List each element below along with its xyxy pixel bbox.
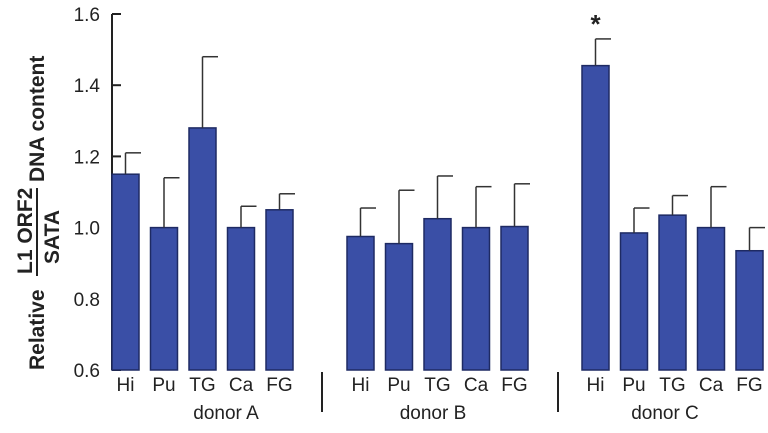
y-tick-label: 0.6 (74, 361, 100, 382)
bar (111, 173, 140, 371)
bar (696, 226, 726, 371)
category-label: TG (189, 375, 215, 396)
bar (149, 226, 179, 371)
category-label: Pu (387, 375, 410, 396)
bar (735, 249, 764, 371)
y-tick-label: 1.6 (74, 5, 100, 26)
bar (619, 232, 649, 371)
category-label: Ca (699, 375, 724, 396)
category-label: TG (659, 375, 685, 396)
y-axis-label-numerator: L1 ORF2 (14, 188, 37, 274)
y-axis-label-suffix: DNA content (26, 56, 49, 182)
y-tick-label: 0.8 (74, 290, 100, 311)
category-label: Hi (352, 375, 370, 396)
bar (265, 209, 294, 371)
category-label: FG (501, 375, 527, 396)
y-axis-label-prefix: Relative (26, 289, 49, 370)
category-label: Ca (229, 375, 254, 396)
category-label: Hi (117, 375, 135, 396)
y-tick-label: 1.4 (74, 76, 101, 97)
bar (500, 225, 529, 371)
bar (658, 214, 687, 371)
y-tick-label: 1.0 (74, 219, 100, 240)
category-label: Pu (152, 375, 175, 396)
category-label: TG (424, 375, 450, 396)
bars: * (111, 9, 765, 371)
group-label: donor A (193, 403, 259, 424)
category-label: Pu (622, 375, 645, 396)
bar (188, 127, 217, 371)
y-axis-label-denominator: SATA (41, 210, 64, 264)
group-label: donor B (400, 403, 467, 424)
bar (346, 235, 375, 371)
y-tick-label: 1.2 (74, 147, 100, 168)
group-label: donor C (631, 403, 699, 424)
x-axis-labels: Hi Pu TG Ca FG donor A Hi Pu TG Ca FG donor B Hi Pu TG… (117, 372, 763, 424)
bar (581, 64, 610, 371)
significance-marker: * (590, 9, 601, 39)
bar (423, 217, 452, 371)
y-axis-label: Relative L1 ORF2 SATA DNA content (14, 56, 64, 370)
bar (461, 226, 491, 371)
bar (384, 242, 414, 371)
category-label: Ca (464, 375, 489, 396)
category-label: Hi (587, 375, 605, 396)
bar (226, 226, 256, 371)
category-label: FG (736, 375, 762, 396)
category-label: FG (266, 375, 292, 396)
